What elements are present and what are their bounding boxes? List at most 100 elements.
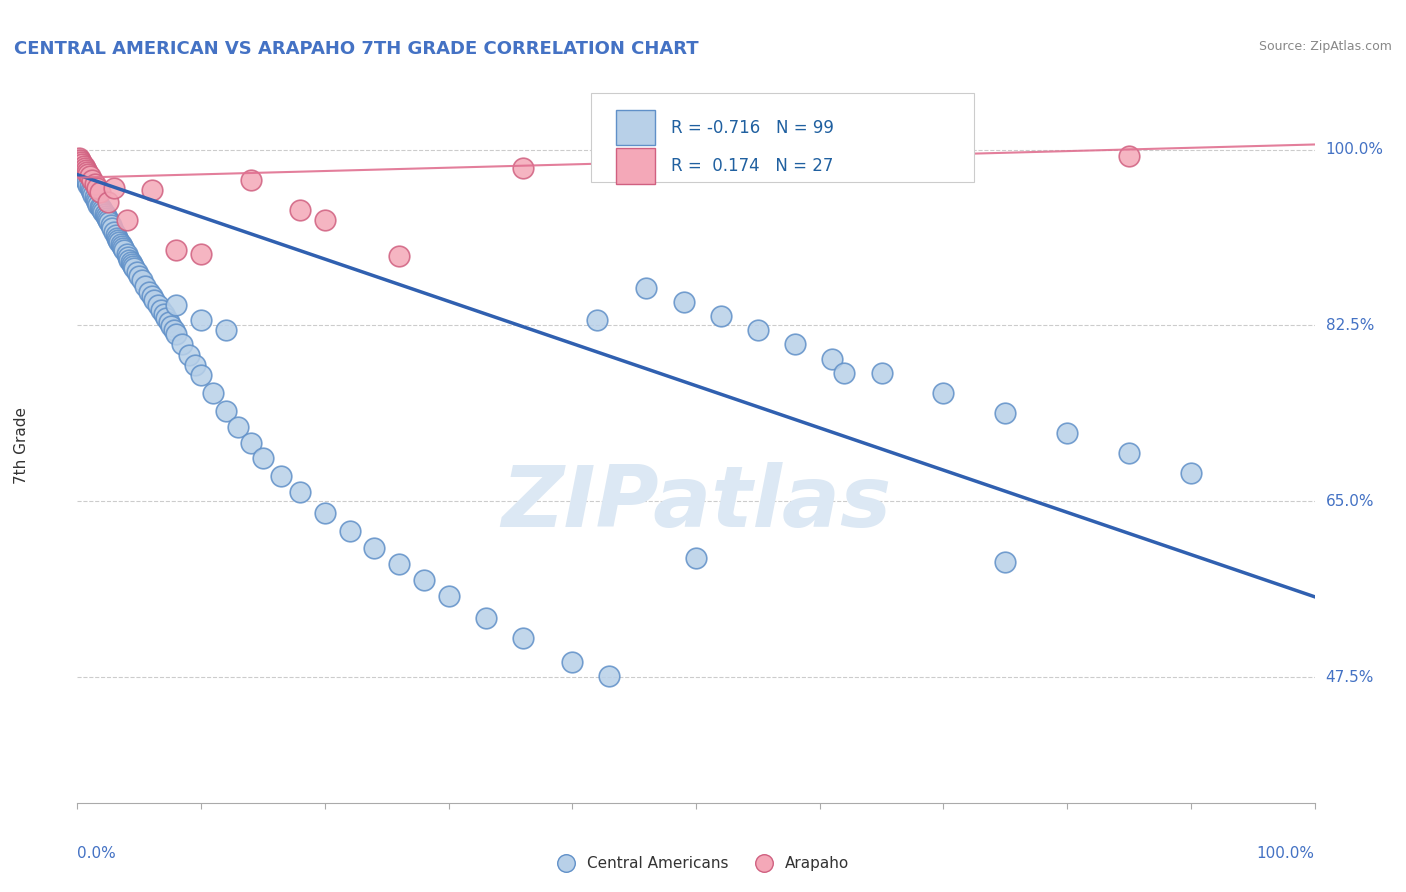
Point xyxy=(70,154,93,169)
Point xyxy=(122,259,145,273)
Point xyxy=(994,555,1017,569)
Point xyxy=(1118,148,1140,162)
Point xyxy=(89,185,111,199)
Point xyxy=(150,303,173,318)
Point xyxy=(138,285,160,300)
Point xyxy=(80,183,103,197)
Point xyxy=(73,161,96,175)
Point xyxy=(141,183,163,197)
FancyBboxPatch shape xyxy=(591,93,974,182)
Point xyxy=(86,180,108,194)
Point xyxy=(104,227,127,242)
Point xyxy=(932,385,955,400)
Point xyxy=(672,295,695,310)
Text: Source: ZipAtlas.com: Source: ZipAtlas.com xyxy=(1258,40,1392,54)
Point xyxy=(100,218,122,232)
Point xyxy=(288,202,311,217)
Point xyxy=(128,269,150,284)
Point xyxy=(412,573,434,587)
Point xyxy=(157,315,180,329)
Point xyxy=(165,298,187,312)
Point xyxy=(82,187,104,202)
Point xyxy=(202,385,225,400)
Point xyxy=(994,406,1017,420)
Point xyxy=(870,366,893,380)
Point xyxy=(122,261,145,276)
Point xyxy=(72,164,94,178)
Point xyxy=(91,204,114,219)
Point xyxy=(76,164,98,178)
Point xyxy=(94,209,117,223)
Point xyxy=(184,358,207,372)
Point xyxy=(93,207,115,221)
Point xyxy=(288,485,311,500)
Point xyxy=(79,179,101,194)
Point xyxy=(69,158,91,172)
Point xyxy=(821,351,844,366)
Text: R = -0.716   N = 99: R = -0.716 N = 99 xyxy=(671,119,834,136)
Point xyxy=(561,655,583,669)
Point xyxy=(72,156,94,170)
Point xyxy=(215,323,238,337)
Point xyxy=(783,337,806,351)
Text: 100.0%: 100.0% xyxy=(1257,846,1315,861)
Point xyxy=(339,524,361,539)
Point xyxy=(87,198,110,212)
Point xyxy=(103,180,125,194)
Point xyxy=(67,151,90,165)
Point xyxy=(160,319,183,334)
Text: Arapaho: Arapaho xyxy=(785,856,849,871)
Point xyxy=(115,247,138,261)
Point xyxy=(83,177,105,191)
Point xyxy=(72,159,94,173)
Point xyxy=(86,194,108,209)
Point xyxy=(73,170,96,185)
Point xyxy=(84,193,107,207)
Point xyxy=(165,243,187,257)
Text: 82.5%: 82.5% xyxy=(1326,318,1374,333)
Point xyxy=(252,451,274,466)
Point xyxy=(83,190,105,204)
Point xyxy=(121,257,143,271)
Point xyxy=(215,404,238,418)
Point xyxy=(70,162,93,177)
Text: Central Americans: Central Americans xyxy=(588,856,728,871)
Bar xyxy=(616,110,655,145)
Point xyxy=(226,420,249,434)
Point xyxy=(190,247,212,261)
Point xyxy=(239,436,262,450)
Point xyxy=(103,225,125,239)
Point xyxy=(710,310,733,324)
Point xyxy=(759,145,782,159)
Point xyxy=(98,215,121,229)
Point xyxy=(134,279,156,293)
Point xyxy=(105,231,128,245)
Text: CENTRAL AMERICAN VS ARAPAHO 7TH GRADE CORRELATION CHART: CENTRAL AMERICAN VS ARAPAHO 7TH GRADE CO… xyxy=(14,40,699,58)
Point xyxy=(314,212,336,227)
Point xyxy=(82,185,104,199)
Text: 7th Grade: 7th Grade xyxy=(14,408,30,484)
Point xyxy=(388,557,411,571)
Point xyxy=(75,162,97,177)
Point xyxy=(82,172,104,186)
Point xyxy=(77,178,100,192)
Point xyxy=(112,241,135,255)
Point xyxy=(115,212,138,227)
Point xyxy=(90,201,112,215)
Point xyxy=(474,611,496,625)
Point xyxy=(97,212,120,227)
Point xyxy=(586,313,609,327)
Point xyxy=(190,368,212,382)
Text: 0.0%: 0.0% xyxy=(77,846,117,861)
Point xyxy=(143,293,166,308)
Point xyxy=(636,281,658,295)
Point xyxy=(155,311,177,326)
Point xyxy=(125,265,148,279)
Point xyxy=(363,541,385,555)
Point xyxy=(131,273,153,287)
Point xyxy=(111,239,134,253)
Point xyxy=(69,153,91,167)
Text: 65.0%: 65.0% xyxy=(1326,494,1374,508)
Point xyxy=(314,506,336,520)
Point xyxy=(437,589,460,603)
